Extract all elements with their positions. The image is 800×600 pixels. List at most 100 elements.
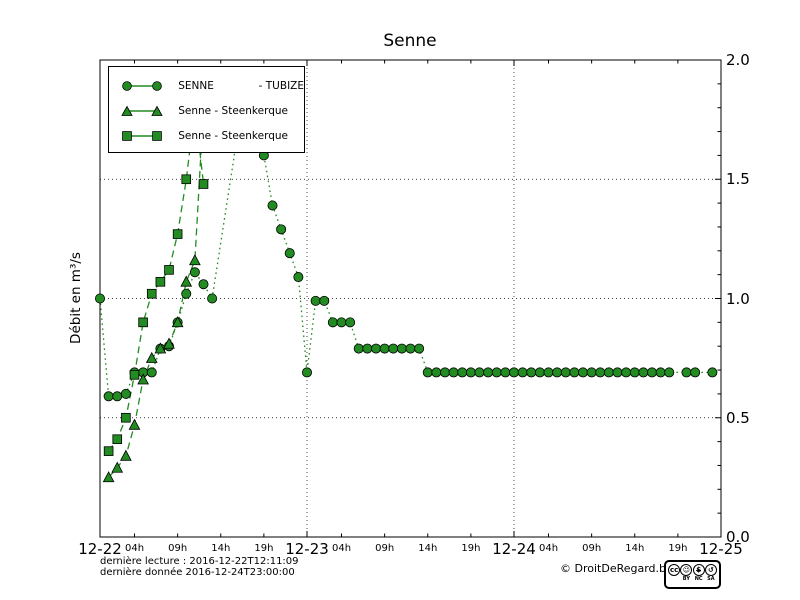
x-hour-label: 14h <box>211 543 231 554</box>
y-tick-label: 1.0 <box>726 289 750 308</box>
data-point-triangle <box>163 337 175 349</box>
data-point-circle <box>301 367 312 378</box>
y-tick-label: 0.5 <box>726 408 750 427</box>
data-point-circle <box>345 317 356 328</box>
data-point-circle <box>362 343 373 354</box>
data-point-circle <box>621 367 632 378</box>
data-point-square <box>172 229 183 239</box>
y-tick-label: 2.0 <box>726 51 750 69</box>
cc-icon: cc <box>668 564 681 576</box>
data-point-triangle <box>111 461 124 473</box>
data-point-triangle <box>128 418 141 430</box>
legend-label-steenkerque-1: Senne - Steenkerque <box>178 105 304 117</box>
data-point-circle <box>508 367 519 378</box>
data-point-circle <box>396 343 407 354</box>
legend-sample-circle-line <box>122 80 162 91</box>
legend-label-tubize-suffix: - TUBIZE <box>258 79 304 92</box>
y-tick-label: 0.0 <box>726 528 750 546</box>
data-point-circle <box>500 367 511 378</box>
data-point-circle <box>655 367 666 378</box>
data-point-circle <box>690 367 701 378</box>
data-point-circle <box>319 295 330 306</box>
data-point-circle <box>405 343 416 354</box>
data-point-circle <box>491 367 502 378</box>
x-hour-label: 04h <box>331 543 352 554</box>
data-point-square <box>164 265 174 275</box>
legend-sample-triangle-line <box>121 105 163 116</box>
data-point-square <box>103 446 114 456</box>
data-point-square <box>198 179 209 189</box>
data-point-circle <box>534 367 545 378</box>
cc-by-icon: ☺ BY <box>680 563 693 586</box>
data-point-circle <box>552 367 563 378</box>
data-point-circle <box>207 293 218 304</box>
legend-row-tubize: SENNE - TUBIZE <box>119 73 304 98</box>
data-point-circle <box>422 367 433 378</box>
data-point-circle <box>146 367 157 378</box>
data-point-triangle <box>120 449 132 461</box>
data-point-circle <box>431 367 442 378</box>
x-hour-label: 09h <box>168 543 188 554</box>
x-hour-label: 04h <box>538 543 559 554</box>
data-point-square <box>181 174 192 185</box>
legend-label-tubize: SENNE - TUBIZE <box>178 80 304 92</box>
data-point-circle <box>267 200 278 211</box>
data-point-circle <box>293 272 304 283</box>
data-point-circle <box>414 343 425 354</box>
copyright-text: © DroitDeRegard.be <box>560 562 673 575</box>
legend-label-steenkerque-2: Senne - Steenkerque <box>178 130 304 142</box>
data-point-square <box>155 277 166 287</box>
x-day-label: 12-25 <box>699 540 743 558</box>
data-point-circle <box>707 367 718 378</box>
data-point-circle <box>310 295 321 306</box>
data-point-triangle <box>189 254 201 266</box>
data-point-circle <box>336 317 347 328</box>
legend-row-steenkerque-2: Senne - Steenkerque <box>119 123 304 148</box>
data-point-square <box>146 288 157 299</box>
data-point-circle <box>465 367 476 378</box>
legend-box: SENNE - TUBIZE Senne - Steenkerque Senne … <box>108 66 305 153</box>
data-point-circle <box>629 367 640 378</box>
cc-license-badge[interactable]: cc ☺ BY $ NC ↺ SA <box>664 560 721 589</box>
data-point-circle <box>647 367 658 378</box>
data-point-triangle <box>171 316 184 328</box>
x-hour-label: 09h <box>582 543 602 554</box>
y-tick-label: 1.5 <box>726 170 750 189</box>
last-reading-text: dernière lecture : 2016-12-22T12:11:09 <box>100 556 299 567</box>
data-point-circle <box>439 367 450 378</box>
data-point-triangle <box>145 351 158 363</box>
data-point-circle <box>95 293 106 304</box>
data-point-circle <box>543 367 554 378</box>
x-hour-label: 19h <box>461 543 481 554</box>
data-point-circle <box>198 279 209 290</box>
legend-sample-square-line <box>122 130 162 141</box>
data-point-circle <box>120 388 131 399</box>
data-point-square <box>138 317 148 328</box>
data-point-circle <box>560 367 571 378</box>
data-point-circle <box>638 367 649 378</box>
legend-row-steenkerque-1: Senne - Steenkerque <box>119 98 304 123</box>
data-point-circle <box>448 367 459 378</box>
data-point-circle <box>603 367 614 378</box>
x-hour-label: 14h <box>625 543 645 554</box>
data-point-circle <box>327 317 338 328</box>
data-point-triangle <box>180 275 193 287</box>
x-hour-label: 04h <box>124 543 145 554</box>
data-point-circle <box>379 343 390 354</box>
last-data-text: dernière donnée 2016-12-24T23:00:00 <box>100 567 295 578</box>
data-point-square <box>121 412 131 423</box>
data-point-circle <box>681 367 692 378</box>
data-point-square <box>112 434 123 445</box>
data-point-circle <box>457 367 468 378</box>
data-point-circle <box>353 343 364 354</box>
x-day-label: 12-23 <box>285 540 329 558</box>
x-hour-label: 19h <box>254 543 274 554</box>
x-hour-label: 09h <box>375 543 395 554</box>
legend-label-text: Senne - Steenkerque <box>178 104 288 117</box>
data-point-circle <box>612 367 623 378</box>
data-point-triangle <box>102 471 115 483</box>
data-point-circle <box>370 343 381 354</box>
x-hour-label: 14h <box>418 543 438 554</box>
